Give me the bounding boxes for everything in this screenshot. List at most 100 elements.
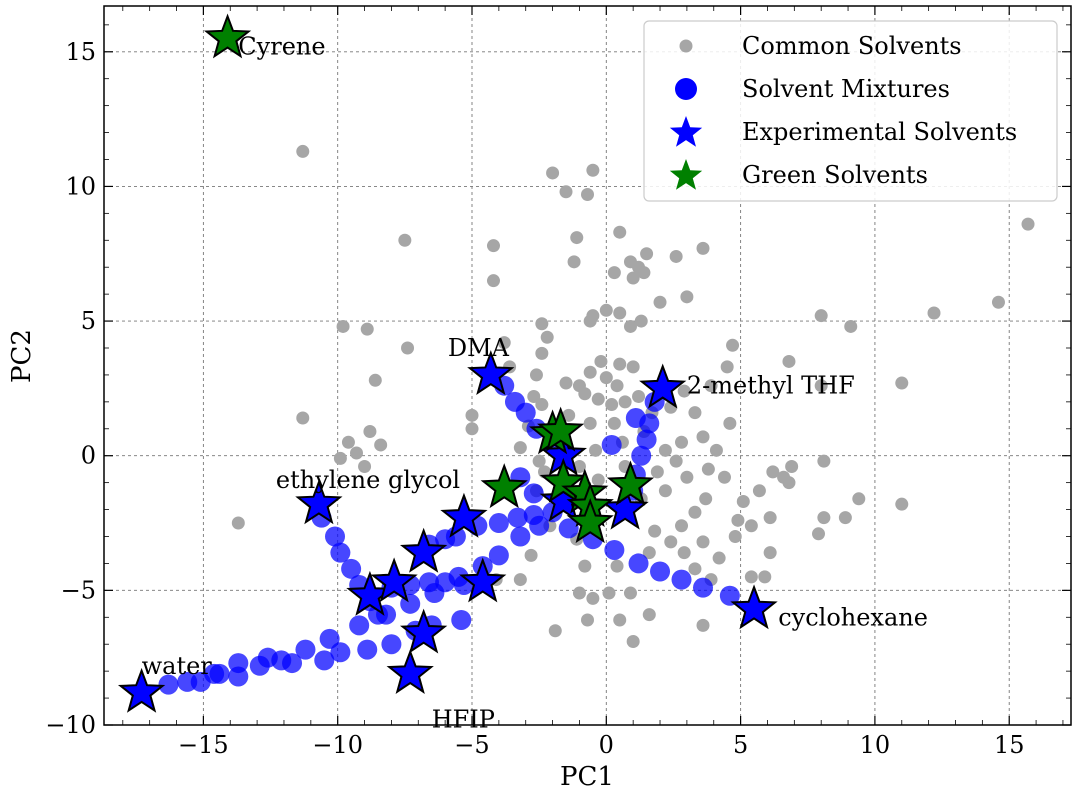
solvent-mixture-point [507,507,528,528]
common-solvent-point [844,319,858,333]
solvent-mixture-point [357,639,378,660]
common-solvent-point [546,166,560,180]
legend-box [643,20,1058,202]
experimental-solvent-star [400,608,448,654]
point-annotation: water [142,652,213,680]
experimental-solvent-star [117,667,166,713]
common-solvent-point [594,354,608,368]
point-annotation: cyclohexane [778,603,928,631]
common-solvent-point [632,389,646,403]
point-annotation: Cyrene [238,32,325,60]
point-annotation: 2-methyl THF [687,372,855,400]
legend: Common Solvents Solvent Mixtures Experimen… [643,20,1058,202]
common-solvent-point [782,354,796,368]
solvent-mixture-point [488,545,509,566]
common-solvent-point [583,365,597,379]
legend-label: Common Solvents [742,32,962,60]
common-solvent-point [648,524,662,538]
common-solvent-point [231,516,245,530]
common-solvent-point [634,314,648,328]
common-solvent-point [758,570,772,584]
common-solvent-point [650,465,664,479]
common-solvent-point [927,306,941,320]
common-solvent-point [401,341,415,355]
common-solvent-point [349,446,363,460]
experimental-solvent-star [440,492,488,538]
common-solvent-point [640,247,654,261]
solvent-mixture-point [631,445,652,466]
legend-marker-star [669,159,703,190]
x-axis-ticks: −15 −10 −5 0 5 10 15 [178,6,1024,759]
common-solvent-point [336,319,350,333]
common-solvent-point [599,371,613,385]
solvent-mixture-point [228,653,249,674]
common-solvent-point [728,529,742,543]
y-tick-label: 10 [65,172,96,200]
common-solvent-point [838,511,852,525]
common-solvent-point [513,573,527,587]
common-solvent-point [581,613,594,627]
common-solvent-point [333,451,347,465]
green-solvent-star [203,13,252,59]
solvent-mixture-point [349,615,370,636]
common-solvent-point [486,274,500,288]
common-solvent-point [589,443,603,457]
legend-label: Green Solvents [742,161,928,189]
y-tick-label: 5 [81,307,96,335]
solvent-mixture-point [381,634,402,655]
x-axis-label: PC1 [560,762,614,792]
solvent-mixture-point [257,647,278,668]
legend-marker-star [669,116,703,147]
solvent-mixture-point [419,572,440,593]
common-solvent-point [623,586,637,600]
solvent-mixture-point [330,642,351,663]
common-solvent-point [766,465,780,479]
common-solvent-point [895,497,909,511]
solvent-mixture-point [325,526,346,547]
common-solvent-point [529,368,543,382]
common-solvent-point [535,346,549,360]
common-solvent-point [726,338,740,352]
common-solvent-point [688,562,702,576]
common-solvent-point [669,249,683,263]
common-solvent-point [817,511,831,525]
solvent-mixture-point [671,569,692,590]
common-solvent-point [626,360,640,374]
legend-label: Solvent Mixtures [742,75,950,103]
solvent-stars [117,13,778,713]
solvent-mixture-point [693,577,714,598]
common-solvent-point [688,406,702,420]
common-solvent-point [613,357,627,371]
common-solvent-point [664,535,678,549]
plot-frame [103,5,1072,726]
solvent-mixture-point [515,402,536,423]
common-solvent-point [717,470,731,484]
common-solvent-point [535,398,549,412]
common-solvent-point [341,435,355,449]
legend-marker-mixture [675,78,697,100]
common-solvent-point [591,473,605,487]
solvent-mixture-point [636,429,657,450]
common-solvent-point [653,295,667,309]
x-tick-label: −10 [312,731,363,759]
solvent-mixture-point [319,628,340,649]
common-solvent-point [548,624,562,638]
common-solvent-point [605,398,619,412]
common-solvent-point [895,376,909,390]
common-solvent-point [613,613,627,627]
y-tick-label: −10 [45,711,96,739]
point-annotation: DMA [448,334,510,362]
common-solvent-point [581,188,594,202]
green-solvent-star [480,463,528,509]
common-solvent-point [812,527,826,541]
common-solvent-point [465,422,479,436]
common-solvent-point [486,239,500,253]
solvent-mixture-point [558,518,579,539]
solvent-mixture-point [282,653,303,674]
common-solvent-point [591,392,605,406]
common-solvent-point [368,373,382,387]
common-solvent-point [696,618,710,632]
common-solvent-point [296,144,310,158]
common-solvent-point [991,295,1005,309]
common-solvent-point [814,309,828,323]
